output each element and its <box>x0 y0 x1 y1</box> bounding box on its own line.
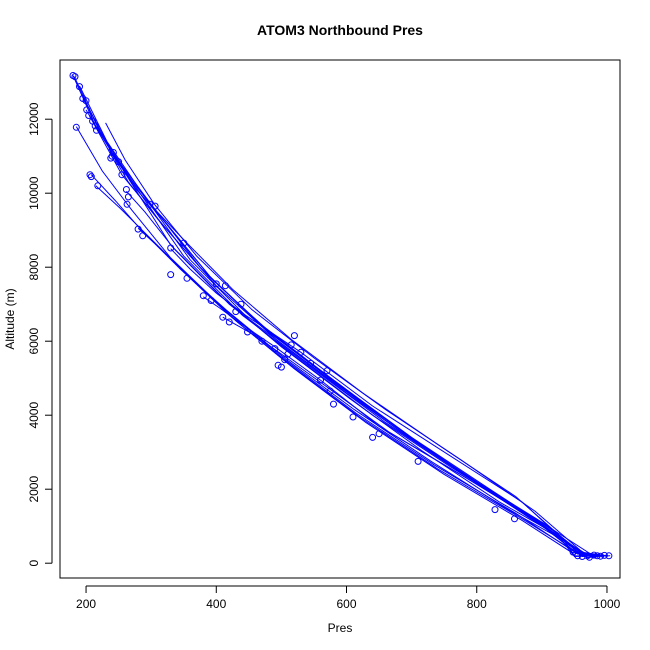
data-point <box>85 112 93 119</box>
series-line-7 <box>75 126 601 557</box>
data-point <box>151 202 159 210</box>
x-tick-label: 1000 <box>594 597 621 611</box>
y-axis-label: Altitude (m) <box>3 288 17 349</box>
y-tick-label: 10000 <box>27 176 41 210</box>
data-point <box>94 182 102 190</box>
data-point <box>167 271 175 279</box>
series-line-10 <box>105 122 608 557</box>
data-point <box>134 225 142 233</box>
data-point <box>369 433 377 441</box>
data-point <box>511 515 518 523</box>
x-tick-label: 200 <box>76 597 96 611</box>
data-point <box>72 123 80 131</box>
data-point <box>597 552 604 560</box>
data-point <box>71 73 79 81</box>
series-layer <box>72 75 611 559</box>
data-point <box>593 552 601 560</box>
data-point <box>317 376 324 384</box>
data-point <box>258 337 266 345</box>
data-point <box>277 363 285 371</box>
data-point <box>326 387 334 395</box>
y-axis: 0 2000 4000 6000 8000 10000 12000 <box>27 102 53 567</box>
y-tick-label: 8000 <box>27 254 41 281</box>
data-point <box>583 552 591 560</box>
data-point <box>574 552 582 560</box>
data-point <box>108 152 116 160</box>
data-point <box>183 274 191 282</box>
marker-layer <box>69 72 613 561</box>
series-line-16 <box>170 248 604 557</box>
data-point <box>225 318 233 326</box>
data-point <box>167 244 175 252</box>
data-point <box>124 193 132 201</box>
data-point <box>221 282 229 290</box>
series-line-15 <box>149 203 608 557</box>
data-point <box>287 341 295 349</box>
data-point <box>180 239 188 247</box>
data-point <box>199 292 207 300</box>
data-point <box>330 400 337 408</box>
data-point <box>244 328 251 336</box>
data-point <box>107 154 115 162</box>
data-point <box>414 457 422 465</box>
data-point <box>307 359 315 367</box>
x-tick-label: 400 <box>206 597 226 611</box>
data-point <box>349 413 357 421</box>
data-point <box>297 348 305 356</box>
chart-title: ATOM3 Northbound Pres <box>257 22 423 38</box>
data-point <box>212 280 220 288</box>
data-point <box>375 430 383 438</box>
x-tick-label: 800 <box>467 597 487 611</box>
data-point <box>82 97 90 105</box>
data-point <box>91 122 99 130</box>
data-point <box>569 548 577 556</box>
x-axis-label: Pres <box>328 621 353 635</box>
data-point <box>109 149 117 156</box>
data-point <box>139 232 147 240</box>
y-tick-label: 2000 <box>27 476 41 503</box>
data-point <box>122 186 130 193</box>
x-tick-label: 600 <box>336 597 356 611</box>
data-point <box>232 308 240 316</box>
data-point <box>87 173 95 181</box>
data-point <box>237 300 245 308</box>
data-point <box>284 350 292 358</box>
series-line-18 <box>222 316 601 557</box>
y-tick-label: 6000 <box>27 328 41 355</box>
data-point <box>281 356 289 364</box>
x-axis: 200 400 600 800 1000 <box>76 585 621 611</box>
data-point <box>123 200 131 208</box>
data-point <box>600 551 608 559</box>
data-point <box>86 171 94 179</box>
data-point <box>605 552 613 560</box>
data-point <box>590 551 598 559</box>
y-tick-label: 12000 <box>27 102 41 136</box>
data-point <box>274 361 282 369</box>
y-tick-label: 4000 <box>27 402 41 429</box>
data-point <box>323 367 331 375</box>
plot-frame <box>59 59 621 579</box>
data-point <box>115 158 123 166</box>
data-point <box>271 345 279 353</box>
data-point <box>207 297 215 304</box>
data-point <box>76 83 83 91</box>
data-point <box>290 332 298 340</box>
data-point <box>219 313 227 321</box>
data-point <box>578 553 586 560</box>
data-point <box>491 506 499 514</box>
data-point <box>118 171 126 179</box>
data-point <box>93 126 100 134</box>
y-tick-label: 0 <box>27 560 41 567</box>
